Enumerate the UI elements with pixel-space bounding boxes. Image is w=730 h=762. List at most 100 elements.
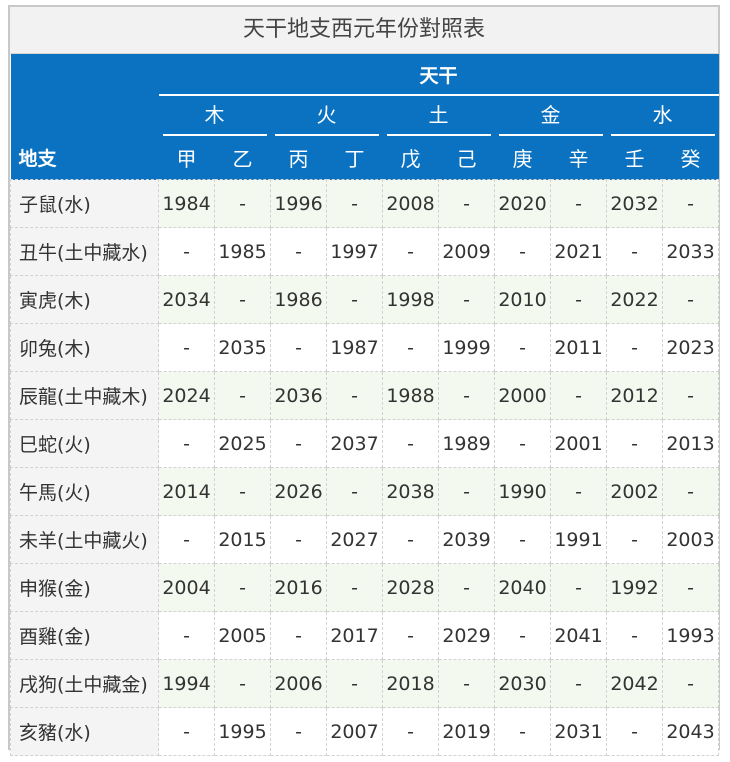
year-cell: - [550, 371, 607, 420]
element-header: 木 [158, 95, 271, 136]
table-row: 酉雞(金) -2005-2017-2029-2041-1993 [10, 611, 720, 660]
year-cell: 2010 [494, 275, 551, 324]
year-cell: 2005 [214, 611, 271, 660]
year-cell: 2037 [326, 419, 383, 468]
year-cell: - [158, 227, 215, 276]
year-cell: - [158, 611, 215, 660]
year-cell: - [158, 419, 215, 468]
element-label: 土 [428, 103, 449, 127]
year-cell: 2022 [606, 275, 663, 324]
year-cell: - [270, 323, 327, 372]
year-cell: - [438, 659, 495, 708]
year-cell: 2041 [550, 611, 607, 660]
year-cell: - [326, 467, 383, 516]
year-cell: - [550, 659, 607, 708]
table-row: 子鼠(水) 1984-1996-2008-2020-2032- [10, 179, 720, 228]
element-header: 土 [382, 95, 495, 136]
year-cell: 2035 [214, 323, 271, 372]
branch-cell: 未羊(土中藏火) [10, 515, 159, 564]
stem-header: 丁 [326, 136, 383, 180]
table-row: 申猴(金) 2004-2016-2028-2040-1992- [10, 563, 720, 612]
branch-cell: 巳蛇(火) [10, 419, 159, 468]
year-cell: - [606, 707, 663, 756]
year-cell: - [550, 563, 607, 612]
year-cell: 2043 [661, 707, 720, 756]
ganzhi-year-table: 地支 天干 木火土金水 甲乙丙丁戊己庚辛壬癸 子鼠(水) 1984-1996-20… [10, 54, 720, 756]
year-cell: 2042 [606, 659, 663, 708]
branch-cell: 丑牛(土中藏水) [10, 227, 159, 276]
year-cell: 2029 [438, 611, 495, 660]
year-cell: - [382, 419, 439, 468]
year-cell: - [326, 179, 383, 228]
table-row: 卯兔(木) -2035-1987-1999-2011-2023 [10, 323, 720, 372]
table-row: 寅虎(木) 2034-1986-1998-2010-2022- [10, 275, 720, 324]
year-cell: 1993 [661, 611, 720, 660]
year-cell: - [214, 563, 271, 612]
branch-cell: 卯兔(木) [10, 323, 159, 372]
year-cell: - [326, 275, 383, 324]
year-cell: 2040 [494, 563, 551, 612]
tiangan-header: 天干 [158, 54, 719, 96]
year-cell: - [438, 563, 495, 612]
year-cell: 2038 [382, 467, 439, 516]
year-cell: 1995 [214, 707, 271, 756]
year-cell: - [270, 611, 327, 660]
year-cell: 1999 [438, 323, 495, 372]
stem-header: 己 [438, 136, 495, 180]
stem-header: 乙 [214, 136, 271, 180]
year-cell: - [550, 467, 607, 516]
year-cell: 2026 [270, 467, 327, 516]
year-cell: 1989 [438, 419, 495, 468]
year-cell: 2028 [382, 563, 439, 612]
element-header: 金 [494, 95, 607, 136]
year-cell: 2014 [158, 467, 215, 516]
stem-header: 庚 [494, 136, 551, 180]
dizhi-header: 地支 [10, 54, 159, 180]
branch-cell: 辰龍(土中藏木) [10, 371, 159, 420]
year-cell: - [494, 419, 551, 468]
year-cell: - [550, 275, 607, 324]
year-cell: 2011 [550, 323, 607, 372]
year-cell: - [270, 515, 327, 564]
year-cell: 2007 [326, 707, 383, 756]
year-cell: 2023 [661, 323, 720, 372]
stem-header: 壬 [606, 136, 663, 180]
table-row: 辰龍(土中藏木) 2024-2036-1988-2000-2012- [10, 371, 720, 420]
stem-header: 癸 [662, 136, 719, 180]
branch-cell: 午馬(火) [10, 467, 159, 516]
year-cell: 2015 [214, 515, 271, 564]
year-cell: 1991 [550, 515, 607, 564]
stem-header: 甲 [158, 136, 215, 180]
year-cell: - [494, 611, 551, 660]
year-cell: 1998 [382, 275, 439, 324]
table-row: 未羊(土中藏火) -2015-2027-2039-1991-2003 [10, 515, 720, 564]
branch-cell: 寅虎(木) [10, 275, 159, 324]
year-cell: 1997 [326, 227, 383, 276]
year-cell: - [382, 227, 439, 276]
year-cell: - [214, 275, 271, 324]
year-cell: 2002 [606, 467, 663, 516]
year-cell: 2032 [606, 179, 663, 228]
element-header: 火 [270, 95, 383, 136]
table-header: 地支 天干 木 火 土 金 水 甲乙丙丁戊己庚辛壬癸 [10, 54, 719, 180]
year-cell: 2013 [661, 419, 720, 468]
year-cell: 2034 [158, 275, 215, 324]
year-cell: 2027 [326, 515, 383, 564]
year-cell: 2006 [270, 659, 327, 708]
year-cell: 2033 [661, 227, 720, 276]
table-row: 巳蛇(火) -2025-2037-1989-2001-2013 [10, 419, 720, 468]
year-cell: 2036 [270, 371, 327, 420]
year-cell: - [158, 707, 215, 756]
year-cell: 2016 [270, 563, 327, 612]
year-cell: 2024 [158, 371, 215, 420]
year-cell: - [214, 179, 271, 228]
stem-header: 戊 [382, 136, 439, 180]
year-cell: 2003 [661, 515, 720, 564]
table-row: 亥豬(水) -1995-2007-2019-2031-2043 [10, 707, 720, 756]
year-cell: 2019 [438, 707, 495, 756]
year-cell: - [606, 515, 663, 564]
year-cell: 2009 [438, 227, 495, 276]
year-cell: 1986 [270, 275, 327, 324]
year-cell: - [438, 179, 495, 228]
year-cell: 2021 [550, 227, 607, 276]
